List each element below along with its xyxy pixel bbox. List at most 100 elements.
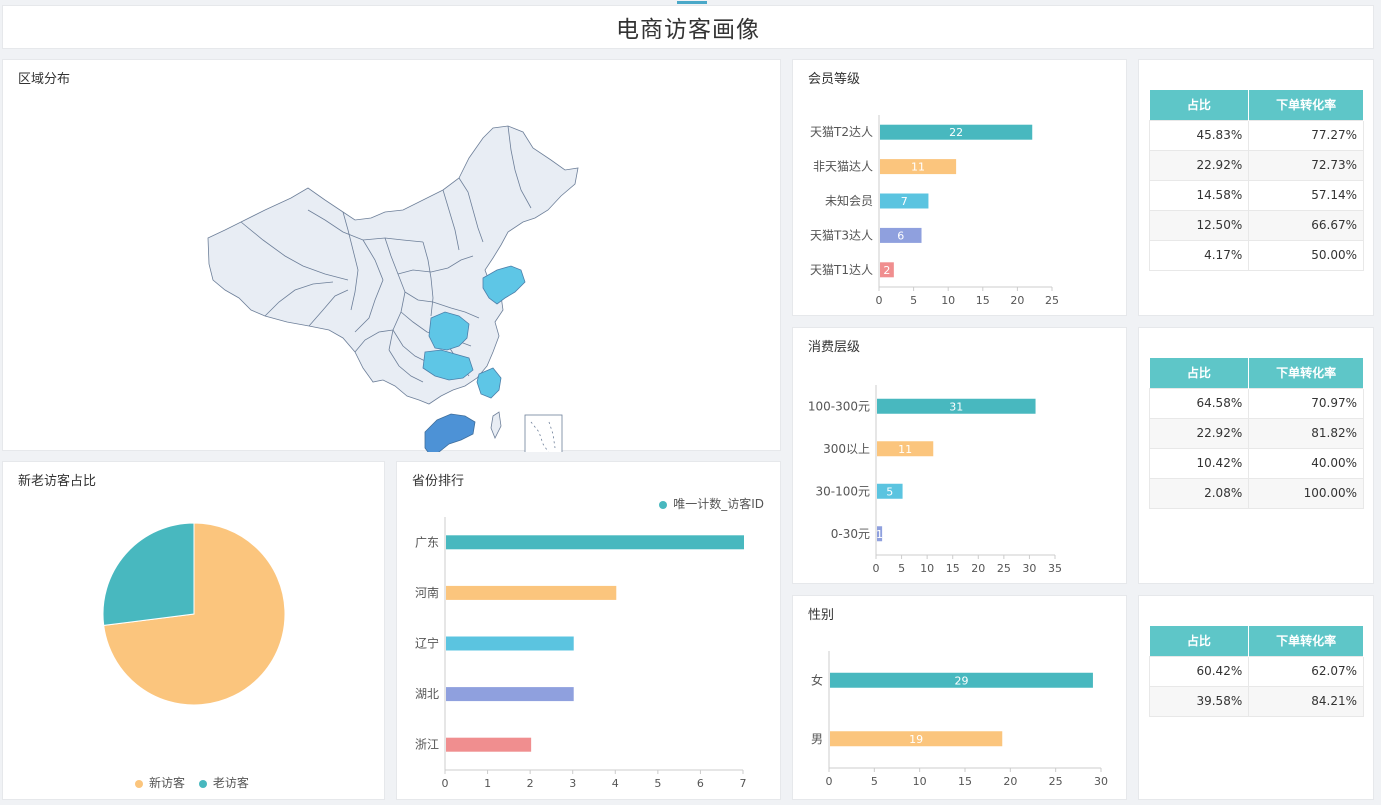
member-tick-label: 10 bbox=[941, 294, 955, 307]
member-table: 占比 下单转化率 45.83% 77.27% 22.92% 72.73% 14.58% 57.… bbox=[1148, 90, 1364, 271]
table-cell: 64.58% bbox=[1148, 387, 1250, 419]
province-legend-label: 唯一计数_访客ID bbox=[673, 497, 764, 511]
gender-tick-label: 15 bbox=[958, 775, 972, 788]
gender-panel: 性别 0 5 10 15 20 25 30 女 29 男 19 bbox=[792, 595, 1127, 800]
region-title: 区域分布 bbox=[18, 72, 71, 87]
map-guangdong bbox=[424, 413, 476, 452]
table-row: 10.42% 40.00% bbox=[1148, 447, 1364, 479]
gender-tick-label: 5 bbox=[871, 775, 878, 788]
map-hubei bbox=[422, 349, 474, 381]
table-cell: 57.14% bbox=[1248, 179, 1364, 211]
province-legend[interactable]: 唯一计数_访客ID bbox=[659, 495, 764, 512]
table-row: 14.58% 57.14% bbox=[1148, 179, 1364, 211]
table-cell: 62.07% bbox=[1248, 655, 1364, 687]
table-cell: 10.42% bbox=[1148, 447, 1250, 479]
gender-table: 占比 下单转化率 60.42% 62.07% 39.58% 84.21% bbox=[1148, 626, 1364, 717]
table-row: 2.08% 100.00% bbox=[1148, 477, 1364, 509]
spend-bar bbox=[877, 441, 934, 457]
table-row: 64.58% 70.97% bbox=[1148, 387, 1364, 419]
map-zhejiang bbox=[476, 367, 502, 399]
spend-tick-label: 10 bbox=[920, 562, 934, 575]
page-header: 电商访客画像 bbox=[2, 1, 1374, 49]
table-row: 12.50% 66.67% bbox=[1148, 209, 1364, 241]
spend-tick-label: 20 bbox=[971, 562, 985, 575]
gender-tick-label: 10 bbox=[913, 775, 927, 788]
table-row: 60.42% 62.07% bbox=[1148, 655, 1364, 687]
table-header[interactable]: 占比 bbox=[1149, 90, 1250, 120]
map-taiwan bbox=[490, 411, 502, 439]
spend-tick-label: 35 bbox=[1048, 562, 1062, 575]
visitors-panel: 新老访客占比 新访客 老访客 bbox=[2, 461, 385, 800]
spend-data-label: 1 bbox=[876, 528, 883, 541]
spend-category-label: 0-30元 bbox=[831, 527, 870, 541]
spend-data-label: 5 bbox=[886, 485, 893, 498]
gender-tick-label: 0 bbox=[826, 775, 833, 788]
province-category-label: 河南 bbox=[415, 585, 439, 600]
spend-bar bbox=[877, 483, 903, 499]
table-header[interactable]: 下单转化率 bbox=[1248, 90, 1364, 120]
member-data-label: 11 bbox=[911, 161, 925, 174]
province-tick-label: 1 bbox=[484, 777, 491, 790]
china-map[interactable] bbox=[3, 60, 782, 452]
spend-tick-label: 30 bbox=[1022, 562, 1036, 575]
spend-chart: 0 5 10 15 20 25 30 35 100-300元 31 300以上 11 30-100元 5 0… bbox=[808, 385, 1062, 575]
gender-category-label: 女 bbox=[811, 672, 823, 687]
table-row: 22.92% 81.82% bbox=[1148, 417, 1364, 449]
legend-old[interactable]: 老访客 bbox=[198, 776, 249, 790]
map-liaoning bbox=[482, 265, 526, 305]
table-row: 4.17% 50.00% bbox=[1148, 239, 1364, 271]
member-data-label: 7 bbox=[901, 195, 908, 208]
spend-tick-label: 15 bbox=[946, 562, 960, 575]
spend-category-label: 30-100元 bbox=[815, 484, 870, 498]
table-row: 39.58% 84.21% bbox=[1148, 685, 1364, 717]
spend-bar bbox=[877, 398, 1036, 414]
table-header[interactable]: 下单转化率 bbox=[1248, 626, 1364, 656]
table-cell: 77.27% bbox=[1248, 119, 1364, 151]
member-category-label: 天猫T1达人 bbox=[810, 263, 873, 277]
table-cell: 50.00% bbox=[1248, 239, 1364, 271]
table-cell: 72.73% bbox=[1248, 149, 1364, 181]
table-cell: 14.58% bbox=[1148, 179, 1250, 211]
legend-new[interactable]: 新访客 bbox=[135, 776, 185, 790]
gender-category-label: 男 bbox=[811, 732, 823, 746]
gender-title: 性别 bbox=[808, 608, 835, 623]
member-category-label: 未知会员 bbox=[825, 194, 873, 208]
table-header[interactable]: 占比 bbox=[1149, 358, 1250, 388]
member-tick-label: 5 bbox=[910, 294, 917, 307]
province-tick-label: 7 bbox=[740, 777, 747, 790]
province-tick-label: 6 bbox=[697, 777, 704, 790]
spend-category-label: 100-300元 bbox=[808, 399, 870, 413]
member-data-label: 2 bbox=[883, 264, 890, 277]
province-bar bbox=[446, 535, 744, 550]
member-bar bbox=[880, 262, 894, 278]
gender-tick-label: 20 bbox=[1003, 775, 1017, 788]
province-panel: 省份排行 唯一计数_访客ID 0 1 2 3 4 5 6 7 广东 河南 辽宁 湖北 浙江 bbox=[396, 461, 781, 800]
visitors-title: 新老访客占比 bbox=[18, 474, 97, 489]
spend-tick-label: 5 bbox=[898, 562, 905, 575]
table-header[interactable]: 下单转化率 bbox=[1248, 358, 1364, 388]
member-data-label: 6 bbox=[897, 229, 904, 242]
province-bar bbox=[446, 687, 574, 702]
table-cell: 70.97% bbox=[1248, 387, 1364, 419]
gender-data-label: 29 bbox=[954, 674, 968, 687]
table-cell: 45.83% bbox=[1148, 119, 1250, 151]
member-category-label: 天猫T3达人 bbox=[810, 228, 873, 242]
table-cell: 2.08% bbox=[1148, 477, 1250, 509]
map-south-sea-inset bbox=[524, 414, 563, 452]
spend-data-label: 11 bbox=[898, 443, 912, 456]
header-accent bbox=[677, 1, 707, 4]
gender-chart: 0 5 10 15 20 25 30 女 29 男 19 bbox=[811, 651, 1108, 788]
page-title: 电商访客画像 bbox=[616, 17, 760, 43]
member-title: 会员等级 bbox=[808, 72, 861, 87]
table-cell: 84.21% bbox=[1248, 685, 1364, 717]
spend-category-label: 300以上 bbox=[823, 442, 870, 456]
gender-bar bbox=[830, 731, 1003, 747]
member-data-label: 22 bbox=[949, 126, 963, 139]
province-category-label: 湖北 bbox=[415, 686, 439, 701]
legend-new-label: 新访客 bbox=[149, 776, 186, 790]
member-tick-label: 25 bbox=[1045, 294, 1059, 307]
spend-data-label: 31 bbox=[949, 400, 963, 413]
table-header[interactable]: 占比 bbox=[1149, 626, 1250, 656]
table-cell: 39.58% bbox=[1148, 685, 1250, 717]
province-category-label: 广东 bbox=[415, 535, 439, 549]
